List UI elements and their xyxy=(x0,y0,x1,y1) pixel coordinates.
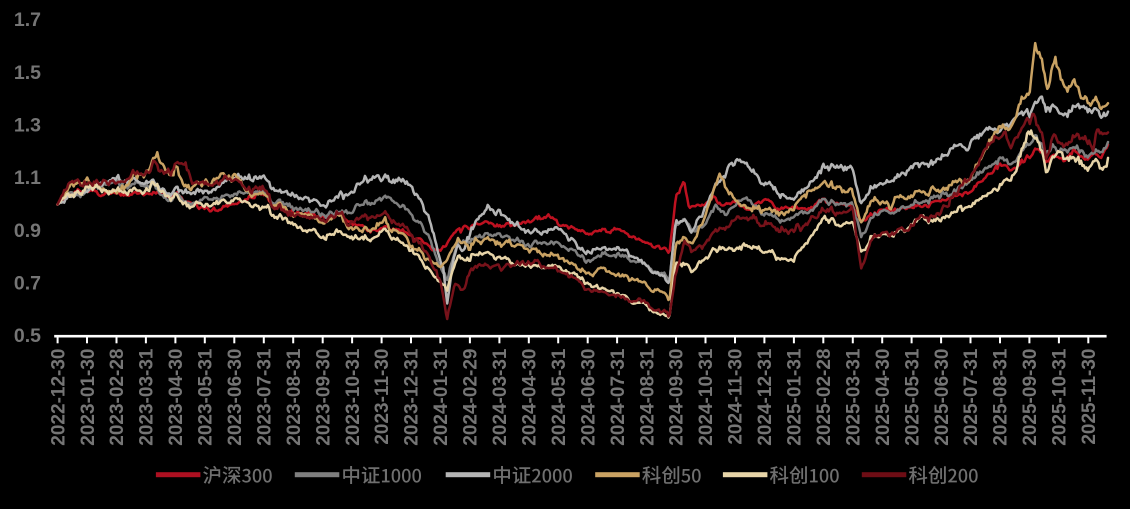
svg-text:2024-10-31: 2024-10-31 xyxy=(696,348,717,446)
svg-text:2024-03-31: 2024-03-31 xyxy=(490,348,511,446)
svg-text:2023-11-30: 2023-11-30 xyxy=(372,349,393,445)
svg-text:2023-12-31: 2023-12-31 xyxy=(402,348,423,446)
svg-text:2024-08-31: 2024-08-31 xyxy=(637,348,658,446)
svg-text:2025-08-31: 2025-08-31 xyxy=(991,348,1012,446)
svg-text:2025-03-31: 2025-03-31 xyxy=(843,348,864,446)
svg-text:2025-07-31: 2025-07-31 xyxy=(961,348,982,446)
svg-text:2025-10-31: 2025-10-31 xyxy=(1050,348,1071,446)
svg-text:1.5: 1.5 xyxy=(14,62,41,84)
svg-text:2024-11-30: 2024-11-30 xyxy=(726,349,747,445)
svg-text:2023-07-31: 2023-07-31 xyxy=(254,348,275,446)
svg-text:2024-07-31: 2024-07-31 xyxy=(608,348,629,446)
svg-text:2023-08-31: 2023-08-31 xyxy=(284,348,305,446)
svg-text:2024-12-31: 2024-12-31 xyxy=(755,348,776,446)
svg-text:2024-05-31: 2024-05-31 xyxy=(549,348,570,446)
svg-text:1.3: 1.3 xyxy=(14,115,41,137)
svg-text:2023-01-30: 2023-01-30 xyxy=(78,349,99,446)
svg-text:0.9: 0.9 xyxy=(14,220,41,242)
svg-text:2023-10-31: 2023-10-31 xyxy=(343,348,364,446)
svg-text:2023-03-31: 2023-03-31 xyxy=(137,348,158,446)
svg-text:2023-02-28: 2023-02-28 xyxy=(107,349,128,446)
svg-text:2024-06-30: 2024-06-30 xyxy=(578,349,599,446)
svg-text:2024-04-30: 2024-04-30 xyxy=(520,349,541,446)
svg-text:2025-04-30: 2025-04-30 xyxy=(873,349,894,446)
svg-text:0.7: 0.7 xyxy=(14,273,41,295)
svg-text:2023-05-31: 2023-05-31 xyxy=(196,348,217,446)
svg-text:2025-11-30: 2025-11-30 xyxy=(1079,349,1100,445)
svg-text:2024-09-30: 2024-09-30 xyxy=(667,349,688,446)
svg-text:0.5: 0.5 xyxy=(14,325,41,347)
svg-text:2025-09-30: 2025-09-30 xyxy=(1020,349,1041,446)
svg-text:2024-01-31: 2024-01-31 xyxy=(431,348,452,446)
svg-text:2023-04-30: 2023-04-30 xyxy=(166,349,187,446)
svg-text:2024-02-29: 2024-02-29 xyxy=(461,349,482,446)
svg-text:2025-06-30: 2025-06-30 xyxy=(932,349,953,446)
svg-text:1.7: 1.7 xyxy=(14,9,41,31)
svg-text:2025-05-31: 2025-05-31 xyxy=(902,348,923,446)
svg-text:2023-09-30: 2023-09-30 xyxy=(313,349,334,446)
svg-text:2022-12-30: 2022-12-30 xyxy=(48,349,69,446)
svg-text:1.1: 1.1 xyxy=(14,167,41,189)
svg-text:2025-02-28: 2025-02-28 xyxy=(814,349,835,446)
svg-text:2025-01-31: 2025-01-31 xyxy=(785,348,806,446)
svg-text:2023-06-30: 2023-06-30 xyxy=(225,349,246,446)
